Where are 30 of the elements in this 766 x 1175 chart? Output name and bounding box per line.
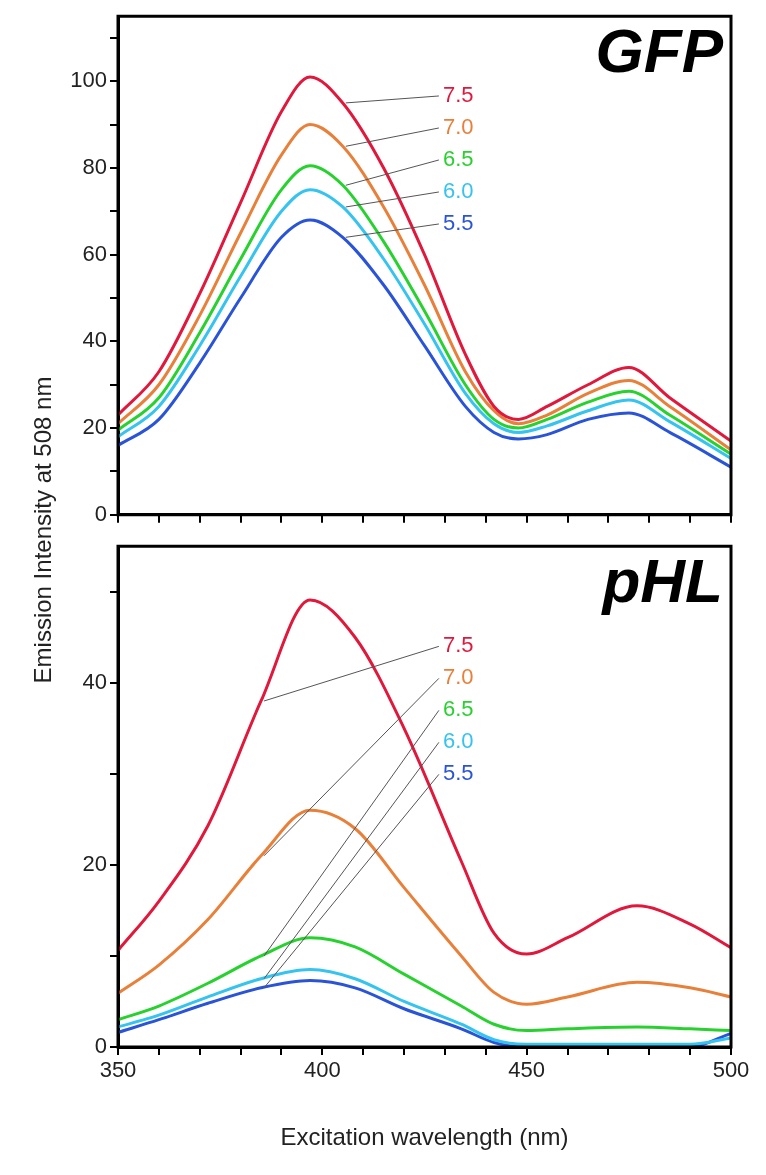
line-series	[118, 808, 731, 1006]
text: 7.0	[442, 664, 474, 690]
y-axis-title: Emission Intensity at 508 nm	[29, 376, 57, 684]
y-tick-label: 20	[82, 850, 107, 876]
y-tick-label: 0	[94, 500, 107, 526]
x-tick-label: 500	[712, 1057, 750, 1083]
y-tick-label: 40	[82, 668, 107, 694]
line-series	[118, 936, 731, 1033]
chart-title: GFP	[595, 16, 724, 86]
text: 5.5	[442, 760, 474, 786]
y-tick-label: 40	[82, 327, 107, 353]
x-tick-label: 350	[99, 1057, 137, 1083]
text: 5.5	[442, 210, 474, 236]
text: 7.5	[442, 632, 474, 658]
text: 6.0	[442, 728, 474, 754]
text: 6.5	[442, 696, 474, 722]
line-series	[118, 75, 731, 443]
x-axis-title: Excitation wavelength (nm)	[280, 1123, 569, 1151]
y-tick-label: 100	[70, 67, 107, 93]
y-tick-label: 60	[82, 240, 107, 266]
text: 6.5	[442, 146, 474, 172]
text: 6.0	[442, 178, 474, 204]
y-tick-label: 80	[82, 154, 107, 180]
y-tick-label: 20	[82, 414, 107, 440]
text: 7.0	[442, 114, 474, 140]
text: 7.5	[442, 82, 474, 108]
chart-title: pHL	[600, 546, 723, 616]
y-tick-label: 0	[94, 1033, 107, 1059]
x-tick-label: 450	[508, 1057, 546, 1083]
x-tick-label: 400	[303, 1057, 341, 1083]
